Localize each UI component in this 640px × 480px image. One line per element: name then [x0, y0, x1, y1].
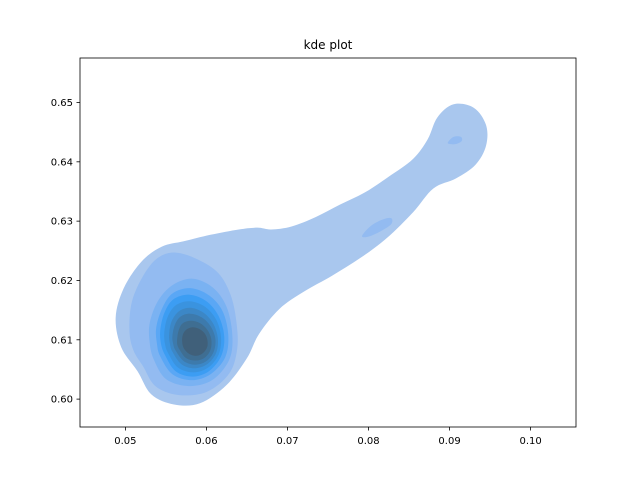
- kde-contour-level-2: [447, 136, 463, 145]
- kde-contour-level-10: [182, 327, 208, 356]
- y-tick-label: 0.60: [51, 395, 73, 406]
- y-axis: 0.60 0.61 0.62 0.63 0.64 0.65: [51, 98, 80, 406]
- chart-title: kde plot: [304, 38, 353, 52]
- x-tick-label: 0.09: [438, 436, 460, 447]
- x-tick-label: 0.06: [195, 436, 217, 447]
- y-tick-label: 0.62: [51, 276, 73, 287]
- plot-frame: [79, 57, 577, 428]
- kde-contour-level-2: [362, 217, 393, 238]
- y-tick-label: 0.63: [51, 217, 73, 228]
- y-tick-label: 0.64: [51, 157, 73, 168]
- x-tick-label: 0.10: [519, 436, 541, 447]
- x-tick-label: 0.07: [276, 436, 298, 447]
- y-tick-label: 0.61: [51, 335, 73, 346]
- x-axis: 0.05 0.06 0.07 0.08 0.09 0.10: [114, 427, 542, 447]
- y-tick-label: 0.65: [51, 98, 73, 109]
- x-tick-label: 0.05: [114, 436, 136, 447]
- x-tick-label: 0.08: [357, 436, 379, 447]
- kde-contours: [115, 103, 488, 406]
